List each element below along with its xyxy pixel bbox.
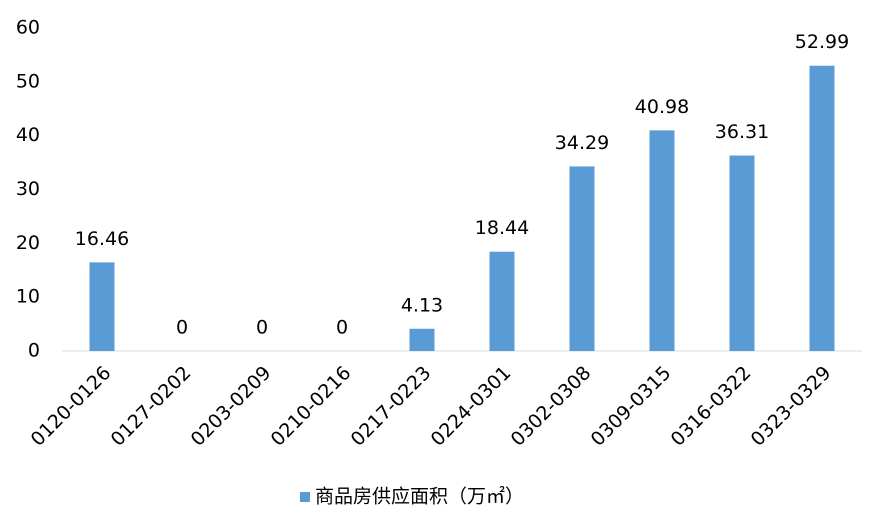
- x-tick-label: 0120-0126: [27, 362, 116, 451]
- y-tick-label: 10: [16, 286, 40, 308]
- bar: [729, 155, 755, 351]
- y-tick-label: 50: [16, 70, 40, 92]
- bar: [569, 166, 595, 351]
- y-tick-label: 60: [16, 17, 40, 39]
- x-tick-label: 0302-0308: [507, 362, 596, 451]
- y-tick-label: 20: [16, 232, 40, 254]
- data-label: 0: [176, 317, 188, 339]
- bar: [489, 251, 515, 351]
- x-tick-label: 0316-0322: [667, 362, 756, 451]
- y-tick-label: 30: [16, 178, 40, 200]
- x-tick-label: 0217-0223: [347, 362, 436, 451]
- y-tick-label: 40: [16, 124, 40, 146]
- y-tick-label: 0: [28, 340, 40, 362]
- data-label: 34.29: [555, 132, 609, 154]
- bar: [89, 262, 115, 351]
- data-label: 16.46: [75, 228, 129, 250]
- x-tick-label: 0323-0329: [747, 362, 836, 451]
- data-label: 40.98: [635, 96, 689, 118]
- data-label: 36.31: [715, 121, 769, 143]
- bar: [649, 130, 675, 351]
- legend-swatch: [300, 492, 310, 502]
- bar: [409, 328, 435, 351]
- x-tick-label: 0309-0315: [587, 362, 676, 451]
- x-tick-label: 0224-0301: [427, 362, 516, 451]
- data-label: 0: [256, 317, 268, 339]
- x-tick-label: 0210-0216: [267, 362, 356, 451]
- data-label: 18.44: [475, 217, 529, 239]
- bar: [809, 65, 835, 351]
- x-tick-label: 0127-0202: [107, 362, 196, 451]
- data-label: 0: [336, 317, 348, 339]
- data-label: 4.13: [401, 294, 443, 316]
- x-tick-label: 0203-0209: [187, 362, 276, 451]
- legend-label: 商品房供应面积（万㎡）: [315, 485, 524, 508]
- data-label: 52.99: [795, 31, 849, 53]
